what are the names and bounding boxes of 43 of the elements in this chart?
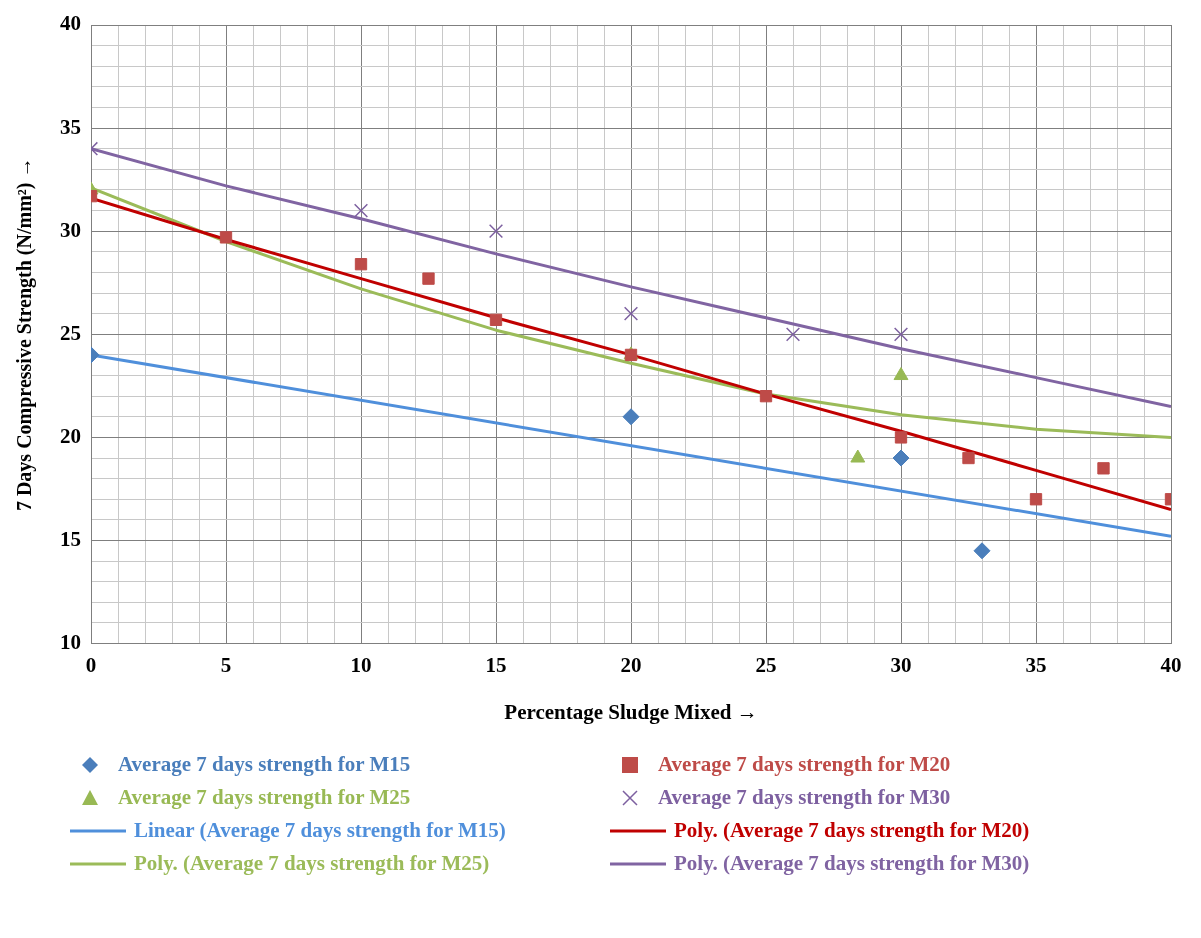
legend-label: Average 7 days strength for M15 xyxy=(118,752,411,777)
point xyxy=(1097,462,1110,475)
point xyxy=(622,408,640,426)
point xyxy=(488,224,504,239)
point xyxy=(354,258,368,271)
point xyxy=(353,203,369,218)
x-axis-title: Percentage Sludge Mixed → xyxy=(504,699,758,724)
x-tick-label: 15 xyxy=(485,652,507,677)
x-tick-label: 20 xyxy=(620,652,642,677)
y-tick-label: 20 xyxy=(60,423,81,448)
x-tick-label: 35 xyxy=(1025,652,1047,677)
y-tick-label: 25 xyxy=(60,320,81,345)
point xyxy=(759,390,773,403)
x-tick-label: 40 xyxy=(1160,652,1182,677)
legend-label: Poly. (Average 7 days strength for M30) xyxy=(674,851,1030,876)
point xyxy=(892,449,910,467)
x-tick-label: 30 xyxy=(890,652,912,677)
legend-label: Linear (Average 7 days strength for M15) xyxy=(134,818,506,843)
point xyxy=(489,313,503,327)
legend-label: Average 7 days strength for M25 xyxy=(118,785,411,810)
point xyxy=(785,327,801,342)
point xyxy=(962,451,975,465)
y-tick-label: 15 xyxy=(60,526,81,551)
legend-label: Average 7 days strength for M20 xyxy=(658,752,951,777)
y-tick-label: 40 xyxy=(60,11,81,36)
legend-label: Poly. (Average 7 days strength for M20) xyxy=(674,818,1030,843)
legend-label: Poly. (Average 7 days strength for M25) xyxy=(134,851,490,876)
point xyxy=(893,327,909,342)
x-tick-label: 5 xyxy=(220,652,232,677)
y-axis-title: 7 Days Compressive Strength (N/mm²) → xyxy=(13,157,37,512)
point xyxy=(894,431,908,444)
point xyxy=(422,272,435,285)
y-tick-label: 30 xyxy=(60,217,81,242)
y-tick-label: 10 xyxy=(60,630,81,655)
point xyxy=(219,231,233,244)
point xyxy=(973,542,991,560)
legend-label: Average 7 days strength for M30 xyxy=(658,785,951,810)
point xyxy=(623,306,639,321)
x-tick-label: 0 xyxy=(85,652,97,677)
x-tick-label: 10 xyxy=(350,652,372,677)
point xyxy=(1029,493,1043,506)
y-tick-label: 35 xyxy=(60,114,81,139)
x-tick-label: 25 xyxy=(755,652,777,677)
